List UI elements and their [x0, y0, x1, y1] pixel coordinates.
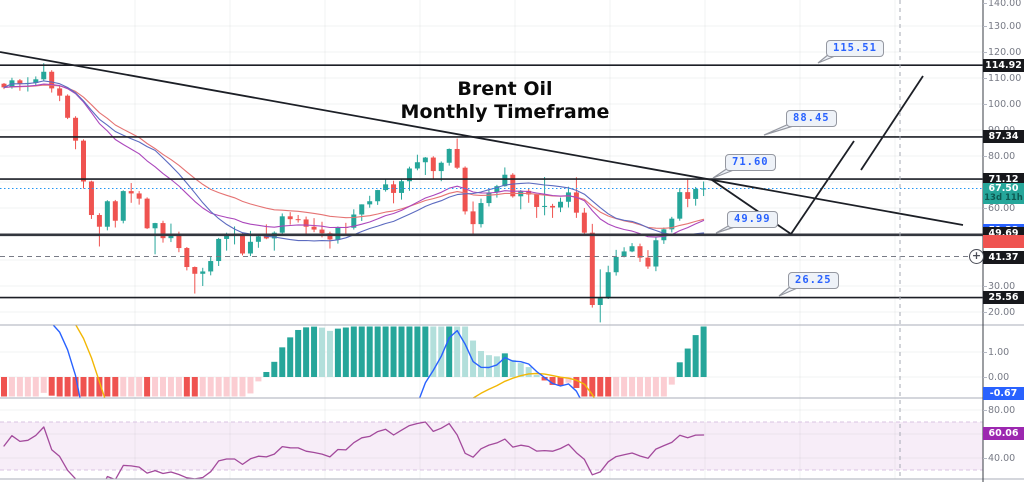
- price-callout[interactable]: 71.60: [725, 154, 776, 171]
- rsi-band: [0, 422, 983, 470]
- grid: [0, 0, 983, 479]
- price-callout[interactable]: 49.99: [727, 211, 778, 228]
- trendline[interactable]: [711, 179, 792, 235]
- alert-plus-icon[interactable]: +: [969, 249, 984, 265]
- macd-pane[interactable]: [1, 282, 707, 482]
- drawings[interactable]: [0, 0, 983, 479]
- price-callout[interactable]: 88.45: [786, 110, 837, 127]
- trendline[interactable]: [0, 51, 964, 226]
- trendline[interactable]: [790, 140, 855, 235]
- ma-purple-line[interactable]: [3, 83, 705, 238]
- candlestick-series[interactable]: [1, 63, 707, 323]
- rsi-pane[interactable]: [0, 421, 983, 482]
- rsi-line[interactable]: [3, 421, 705, 482]
- ma-red-line[interactable]: [3, 84, 705, 229]
- trendline[interactable]: [860, 75, 924, 171]
- price-callout[interactable]: 115.51: [826, 40, 884, 57]
- macd-signal-line[interactable]: [4, 282, 704, 482]
- price-callout[interactable]: 26.25: [788, 272, 839, 289]
